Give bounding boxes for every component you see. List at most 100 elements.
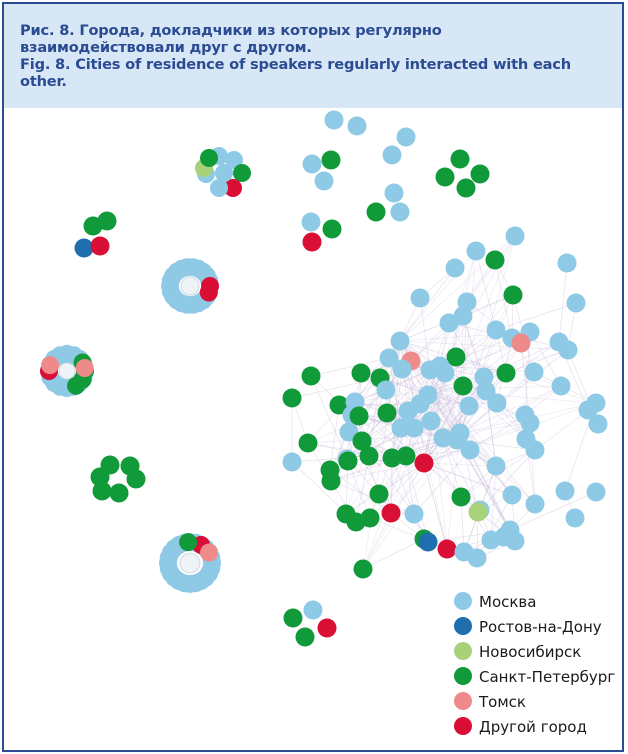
- graph-edge: [459, 422, 531, 434]
- graph-node: [481, 530, 501, 550]
- graph-node: [470, 164, 490, 184]
- graph-edge: [442, 390, 487, 439]
- graph-edge: [329, 404, 340, 471]
- graph-edge: [391, 368, 403, 459]
- graph-node: [456, 178, 476, 198]
- graph-edge: [459, 385, 562, 434]
- graph-node: [376, 380, 396, 400]
- graph-node: [505, 226, 525, 246]
- graph-node: [283, 608, 303, 628]
- graph-node: [451, 487, 471, 507]
- graph-node: [314, 171, 334, 191]
- graph-node: [41, 356, 60, 375]
- graph-node: [487, 393, 507, 413]
- legend-swatch: [454, 717, 472, 735]
- graph-node: [210, 179, 228, 197]
- graph-node: [381, 503, 401, 523]
- graph-edge: [386, 369, 431, 414]
- graph-node: [435, 167, 455, 187]
- graph-node: [67, 376, 85, 395]
- graph-node: [90, 236, 110, 256]
- graph-node: [329, 395, 349, 415]
- graph-edge: [429, 389, 536, 505]
- graph-node: [92, 481, 112, 501]
- graph-edge: [423, 462, 448, 550]
- graph-edge: [405, 449, 471, 457]
- cluster-core: [179, 552, 201, 574]
- graph-edge: [459, 372, 507, 434]
- graph-edge: [399, 267, 456, 342]
- graph-edge: [355, 455, 370, 523]
- graph-node: [321, 150, 341, 170]
- graph-node: [586, 482, 606, 502]
- graph-edge: [307, 442, 370, 457]
- graph-node: [496, 363, 516, 383]
- graph-node: [302, 232, 322, 252]
- legend-swatch: [454, 667, 472, 685]
- graph-edge: [390, 462, 425, 514]
- graph-node: [404, 418, 424, 438]
- graph-node: [352, 431, 372, 451]
- graph-node: [200, 149, 218, 167]
- graph-node: [109, 483, 129, 503]
- graph-edge: [505, 349, 569, 374]
- graph-edge: [330, 462, 425, 482]
- graph-edge: [495, 302, 577, 331]
- legend-label: Москва: [479, 593, 536, 611]
- graph-edge: [423, 402, 597, 464]
- graph-node: [322, 219, 342, 239]
- graph-node: [346, 512, 366, 532]
- graph-edge: [399, 340, 569, 351]
- graph-edge: [442, 437, 462, 498]
- graph-edge: [423, 376, 485, 464]
- graph-node: [379, 348, 399, 368]
- graph-node: [447, 430, 467, 450]
- graph-edge: [307, 389, 431, 444]
- graph-node: [520, 413, 540, 433]
- graph-edge: [413, 449, 471, 515]
- graph-node: [225, 151, 243, 169]
- graph-edge: [423, 462, 513, 496]
- graph-edge: [462, 385, 527, 440]
- graph-edge: [429, 389, 511, 531]
- graph-node: [418, 532, 438, 552]
- graph-node: [97, 211, 117, 231]
- graph-edge: [429, 385, 562, 391]
- graph-edge: [423, 385, 464, 464]
- graph-node: [321, 471, 341, 491]
- legend-item-novosibirsk: Новосибирск: [454, 642, 581, 661]
- legend-label: Санкт-Петербург: [479, 668, 615, 686]
- graph-nodes: [40, 110, 608, 647]
- graph-edge: [423, 385, 464, 464]
- graph-node: [445, 258, 465, 278]
- graph-edge: [401, 368, 458, 441]
- graph-edge: [469, 414, 526, 451]
- graph-edge: [362, 538, 425, 570]
- graph-edge: [345, 340, 401, 515]
- graph-edge: [494, 259, 513, 339]
- graph-node: [384, 183, 404, 203]
- graph-node: [486, 320, 506, 340]
- graph-node: [382, 145, 402, 165]
- figure-caption: Рис. 8. Города, докладчики из которых ре…: [4, 4, 622, 108]
- graph-edge: [442, 437, 481, 511]
- graph-edge: [423, 462, 516, 542]
- graph-node: [525, 494, 545, 514]
- graph-node: [303, 600, 323, 620]
- graph-node: [324, 110, 344, 130]
- graph-edge: [329, 469, 392, 514]
- graph-node: [295, 627, 315, 647]
- graph-edge: [405, 455, 429, 543]
- graph-node: [446, 347, 466, 367]
- graph-node: [233, 164, 251, 182]
- graph-node: [282, 452, 302, 472]
- legend-item-rostov: Ростов-на-Дону: [454, 617, 602, 636]
- graph-node: [302, 154, 322, 174]
- graph-node: [558, 340, 578, 360]
- legend-item-other: Другой город: [454, 717, 587, 736]
- graph-node: [433, 428, 453, 448]
- graph-edge: [429, 389, 516, 542]
- graph-edge: [459, 315, 464, 434]
- graph-node: [390, 331, 410, 351]
